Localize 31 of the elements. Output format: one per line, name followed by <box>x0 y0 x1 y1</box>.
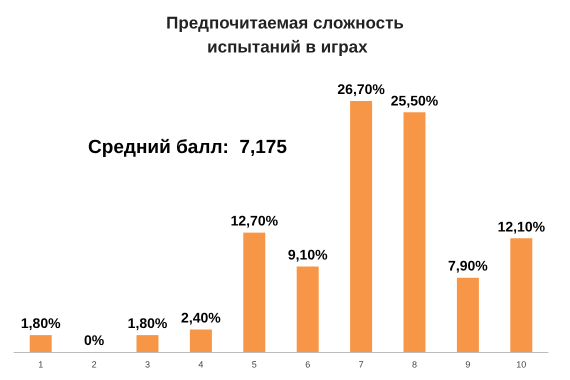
x-tick-label: 9 <box>465 360 470 370</box>
x-tick-label: 3 <box>144 360 150 370</box>
data-label: 26,70% <box>337 81 386 98</box>
bar <box>190 329 212 352</box>
data-label: 1,80% <box>20 315 62 332</box>
data-label: 25,50% <box>390 92 439 108</box>
x-tick-label: 5 <box>252 360 257 370</box>
x-tick-label: 6 <box>305 360 310 370</box>
chart-title: Предпочитаемая сложность испытаний в играх <box>166 14 404 56</box>
bar <box>510 238 532 352</box>
data-label: 1,80% <box>128 315 168 332</box>
bar <box>30 335 52 352</box>
bar <box>350 101 372 352</box>
x-tick-label: 10 <box>516 360 526 370</box>
annotation: Средний балл: 7,175 <box>88 137 288 158</box>
data-label: 12,70% <box>230 212 279 229</box>
data-label: 7,90% <box>448 258 488 274</box>
x-tick-label: 4 <box>198 360 204 370</box>
bar <box>136 335 158 352</box>
bar <box>296 266 319 352</box>
data-label: 9,10% <box>288 246 328 262</box>
data-label: 12,10% <box>498 218 546 234</box>
x-tick-label: 7 <box>358 360 364 370</box>
data-label: 0% <box>84 332 105 348</box>
x-tick-label: 2 <box>92 360 97 370</box>
x-tick-label: 8 <box>412 360 418 370</box>
bar <box>404 112 426 352</box>
bar <box>456 278 479 352</box>
data-label: 2,40% <box>181 309 222 326</box>
x-tick-label: 1 <box>38 360 44 370</box>
bar <box>243 232 266 352</box>
